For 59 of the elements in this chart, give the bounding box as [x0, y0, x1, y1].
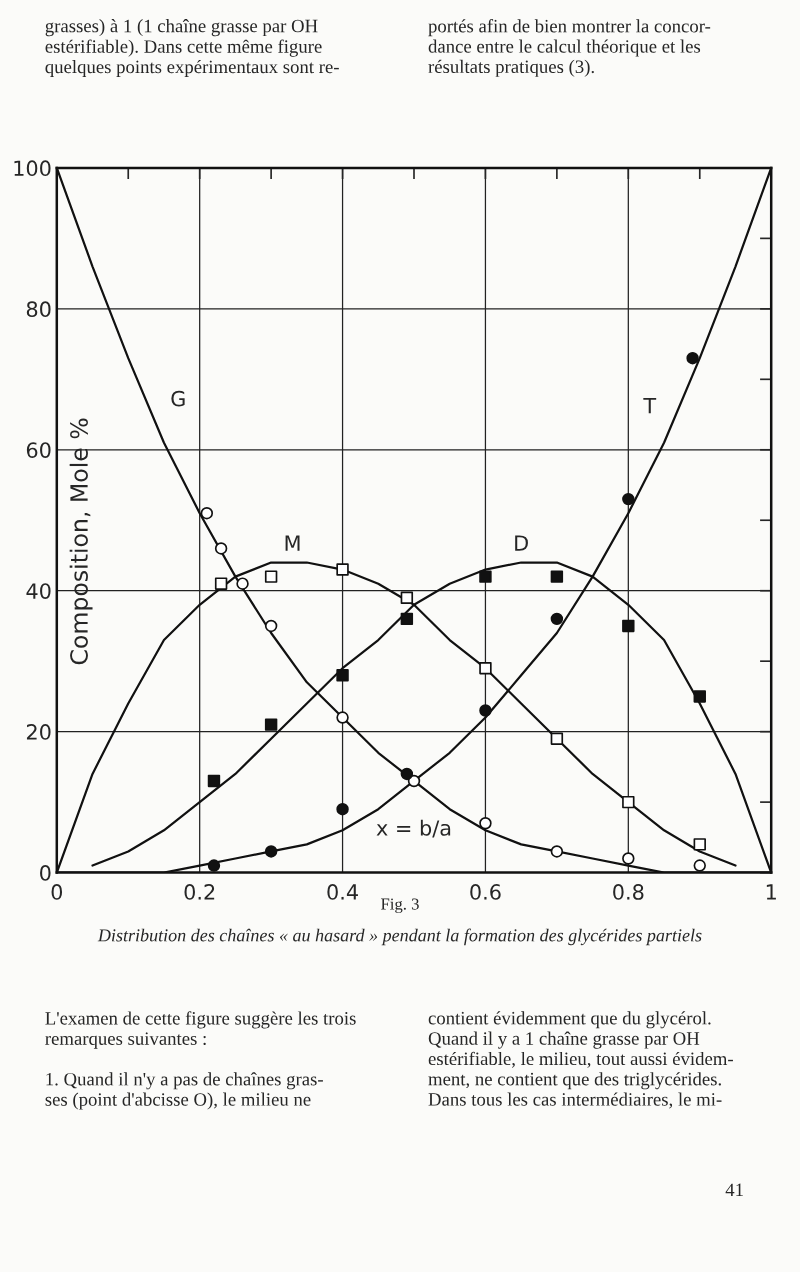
y-tick-label: 20 — [26, 724, 51, 740]
text: Distribution des chaînes « au hasard » pendant la formation des glycérides partiels — [97, 928, 702, 946]
x-tick-label: 0.4 — [327, 884, 358, 900]
point — [550, 612, 564, 626]
point — [407, 774, 421, 788]
point — [264, 845, 278, 858]
x-tick-label: 0.6 — [470, 884, 501, 900]
point — [693, 859, 706, 872]
point — [479, 662, 492, 675]
point — [550, 570, 564, 583]
point — [336, 669, 349, 682]
x-axis-title: x = b/a — [376, 819, 451, 838]
point — [479, 704, 492, 717]
point — [264, 570, 278, 583]
text: contient évidemment que du glycérol. Quand il y a 1 chaîne grasse par OH estérifiable, le milieu, tout aussi évidem- ment, ne contient que des triglycérides. Dans tous les cas intermédiaires, le mi- — [428, 1011, 733, 1109]
point — [214, 577, 228, 590]
text: 41 — [725, 1183, 743, 1196]
point — [622, 795, 635, 809]
point — [200, 506, 214, 520]
point — [686, 351, 699, 365]
point — [264, 718, 278, 731]
y-axis-title: Composition, Mole % — [69, 418, 93, 665]
text: portés afin de bien montrer la concor- dance entre le calcul théorique et les résultats pratiques (3). — [428, 19, 711, 77]
text: L'examen de cette figure suggère les trois remarques suivantes : 1. Quand il n'y a pas de chaînes gras- ses (point d'abcisse O), le milieu ne — [45, 1011, 356, 1110]
y-tick-label: 60 — [26, 442, 51, 458]
point — [336, 711, 349, 724]
point — [214, 542, 228, 555]
series-label: G — [171, 390, 185, 407]
point — [400, 591, 414, 604]
y-tick-label: 100 — [14, 160, 51, 177]
point — [550, 845, 564, 858]
series-label: T — [643, 398, 657, 414]
point — [693, 838, 706, 851]
point — [693, 690, 706, 703]
text: grasses) à 1 (1 chaîne grasse par OH estérifiable). Dans cette même figure quelques points expérimentaux sont re- — [45, 19, 339, 78]
series-label: D — [515, 535, 528, 551]
point — [479, 570, 492, 583]
y-tick-label: 0 — [40, 865, 51, 881]
series-label: M — [285, 535, 300, 551]
point — [622, 852, 635, 865]
point — [550, 732, 564, 745]
point — [400, 612, 414, 626]
y-tick-label: 40 — [26, 583, 51, 599]
point — [622, 492, 635, 506]
point — [400, 767, 414, 781]
point — [207, 859, 221, 872]
point — [336, 563, 349, 576]
point — [264, 619, 278, 633]
x-tick-label: 0.2 — [184, 884, 215, 900]
point — [336, 802, 349, 816]
x-tick-label: 0 — [51, 884, 63, 900]
point — [207, 774, 221, 788]
point — [622, 619, 635, 633]
text: Fig. 3 — [381, 898, 419, 914]
x-tick-label: 0.8 — [613, 884, 644, 900]
point — [479, 817, 492, 830]
point — [236, 577, 249, 590]
x-tick-label: 1 — [766, 884, 776, 900]
y-tick-label: 80 — [26, 301, 51, 318]
